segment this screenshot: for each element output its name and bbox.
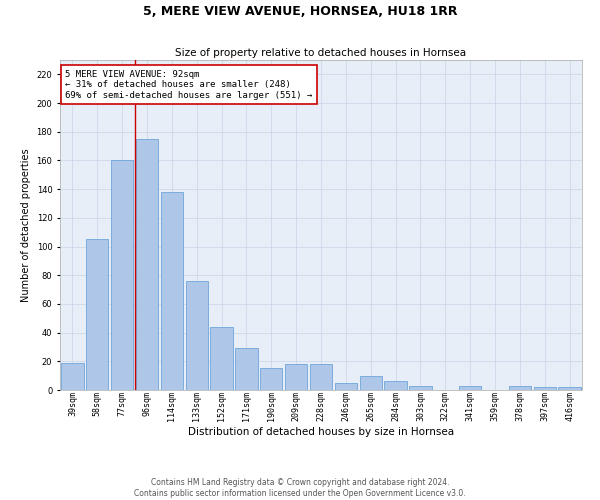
Bar — [559, 387, 581, 390]
Bar — [509, 386, 531, 390]
Bar — [211, 327, 233, 390]
X-axis label: Distribution of detached houses by size in Hornsea: Distribution of detached houses by size … — [188, 427, 454, 437]
Bar — [111, 160, 133, 390]
Bar — [235, 348, 257, 390]
Bar — [359, 376, 382, 390]
Text: 5 MERE VIEW AVENUE: 92sqm
← 31% of detached houses are smaller (248)
69% of semi: 5 MERE VIEW AVENUE: 92sqm ← 31% of detac… — [65, 70, 313, 100]
Bar — [310, 364, 332, 390]
Text: 5, MERE VIEW AVENUE, HORNSEA, HU18 1RR: 5, MERE VIEW AVENUE, HORNSEA, HU18 1RR — [143, 5, 457, 18]
Bar — [260, 368, 283, 390]
Bar — [136, 139, 158, 390]
Text: Contains HM Land Registry data © Crown copyright and database right 2024.
Contai: Contains HM Land Registry data © Crown c… — [134, 478, 466, 498]
Bar — [86, 240, 109, 390]
Bar — [61, 362, 83, 390]
Bar — [385, 382, 407, 390]
Y-axis label: Number of detached properties: Number of detached properties — [21, 148, 31, 302]
Bar — [185, 281, 208, 390]
Bar — [335, 383, 357, 390]
Bar — [533, 387, 556, 390]
Bar — [161, 192, 183, 390]
Bar — [285, 364, 307, 390]
Bar — [459, 386, 481, 390]
Bar — [409, 386, 431, 390]
Title: Size of property relative to detached houses in Hornsea: Size of property relative to detached ho… — [175, 48, 467, 58]
